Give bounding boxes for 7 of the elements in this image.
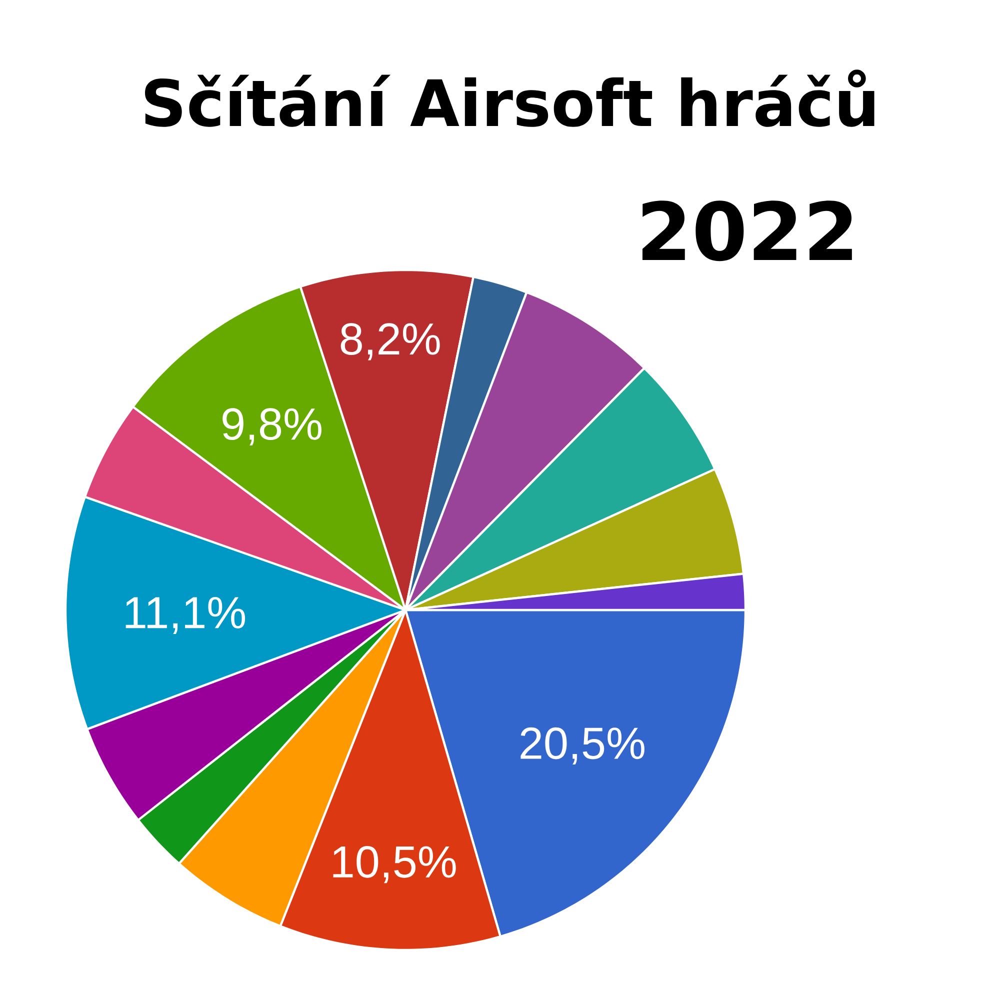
data-label: 20,5% (520, 727, 644, 765)
data-label: 9,8% (222, 408, 322, 446)
chart-title: Sčítání Airsoft hráčů (145, 70, 874, 127)
data-label: 11,1% (126, 596, 246, 634)
chart-subtitle: 2022 (642, 200, 852, 262)
data-label: 8,2% (340, 323, 440, 360)
data-label: 10,5% (333, 846, 456, 884)
